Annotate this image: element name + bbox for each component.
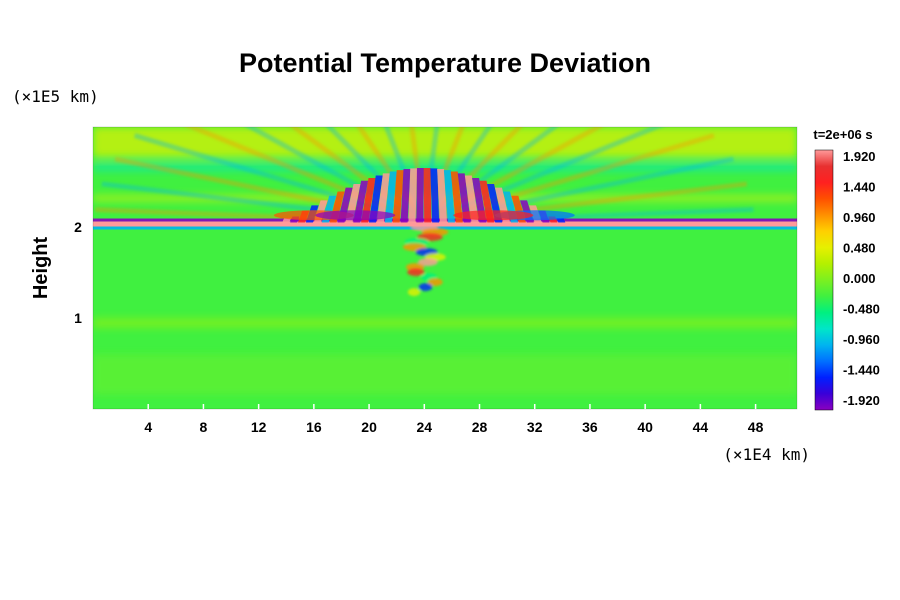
- colorbar-tick-label: -0.480: [843, 302, 880, 317]
- x-axis-ticks: 4 8 12 16 20 24 28 32 36 40 44 48: [144, 404, 764, 435]
- colorbar-tick-label: -1.920: [843, 393, 880, 408]
- anomaly-stripe: [457, 173, 471, 223]
- lower-region: [93, 354, 797, 395]
- colorbar-tick-label: 0.480: [843, 241, 876, 256]
- anomaly-stripe: [430, 168, 440, 223]
- plot-frame: [92, 126, 798, 410]
- anomaly-stripe: [376, 173, 390, 223]
- y-tick-label: 1: [74, 310, 82, 326]
- x-tick-label: 48: [748, 419, 764, 435]
- anomaly-stripe: [392, 170, 404, 223]
- x-tick-label: 36: [582, 419, 598, 435]
- band-positive-core: [93, 221, 797, 227]
- plume-cell: [418, 283, 433, 292]
- y-axis-unit: (×1E5 km): [12, 87, 99, 106]
- x-tick-label: 12: [251, 419, 267, 435]
- colorbar: [814, 149, 834, 411]
- x-tick-label: 20: [361, 419, 377, 435]
- anomaly-stripe: [400, 169, 411, 223]
- x-tick-label: 8: [200, 419, 208, 435]
- anomaly-stripe: [384, 171, 397, 223]
- band-side-anomaly: [453, 210, 534, 221]
- plume-cell: [427, 278, 443, 287]
- chart-title: Potential Temperature Deviation: [239, 48, 651, 78]
- colorbar-tick-label: -0.960: [843, 332, 880, 347]
- lower-warm-stripe: [93, 318, 797, 329]
- x-tick-label: 32: [527, 419, 543, 435]
- anomaly-stripe: [443, 170, 455, 223]
- colorbar-ticks: 1.920 1.440 0.960 0.480 0.000 -0.480 -0.960 -1.…: [843, 149, 880, 408]
- anomaly-stripe: [416, 167, 424, 223]
- y-tick-label: 2: [74, 219, 82, 235]
- x-tick-label: 4: [144, 419, 152, 435]
- band-side-anomaly: [315, 210, 396, 221]
- x-tick-label: 16: [306, 419, 322, 435]
- band-cool-lower-edge: [93, 226, 797, 230]
- x-tick-label: 28: [472, 419, 488, 435]
- anomaly-stripe: [423, 167, 432, 223]
- anomaly-stripe: [408, 168, 418, 223]
- x-tick-label: 44: [693, 419, 709, 435]
- colorbar-tick-label: 0.000: [843, 271, 876, 286]
- x-tick-label: 40: [637, 419, 653, 435]
- colorbar-tick-label: 1.440: [843, 180, 876, 195]
- x-axis-unit: (×1E4 km): [723, 445, 810, 464]
- colorbar-tick-label: 1.920: [843, 149, 876, 164]
- time-label: t=2e+06 s: [813, 127, 872, 142]
- y-axis-label: Height: [30, 237, 52, 300]
- plume-cell: [407, 268, 425, 277]
- source-plume: [402, 223, 449, 297]
- anomaly-stripe: [464, 175, 479, 223]
- x-tick-label: 24: [417, 419, 433, 435]
- plume-cell: [418, 258, 438, 267]
- heatmap-plot-area: [93, 127, 797, 409]
- colorbar-tick-label: -1.440: [843, 363, 880, 378]
- y-axis-ticks: 12: [74, 219, 82, 326]
- anomaly-stripe: [437, 169, 448, 223]
- anomaly-stripe: [450, 171, 463, 223]
- colorbar-tick-label: 0.960: [843, 210, 876, 225]
- plume-cell: [407, 288, 421, 297]
